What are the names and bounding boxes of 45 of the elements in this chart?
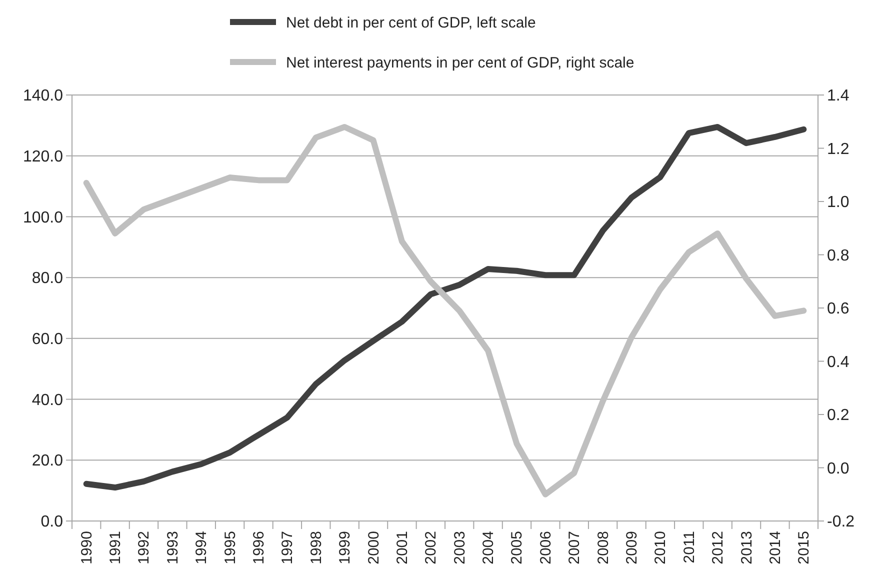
x-tick-label: 1993 xyxy=(164,531,182,564)
x-tick-label: 2012 xyxy=(710,531,727,564)
x-tick-label: 1998 xyxy=(308,531,325,564)
x-tick-label: 2008 xyxy=(594,531,612,564)
x-tick-label: 2010 xyxy=(652,531,670,564)
x-tick-label: 2007 xyxy=(566,531,584,564)
y-tick-label: 120.0 xyxy=(22,148,64,166)
x-tick-label: 2011 xyxy=(680,531,698,564)
y-tick-label: 40.0 xyxy=(32,392,64,409)
y2-tick-label: 0.2 xyxy=(827,407,850,424)
y2-tick-label: 1.0 xyxy=(827,194,850,212)
x-tick-label: 1997 xyxy=(279,531,296,564)
y-tick-label: 0.0 xyxy=(40,514,64,531)
x-tick-label: 1995 xyxy=(222,531,239,564)
legend-label: Net interest payments in per cent of GDP, right scale xyxy=(286,54,634,72)
x-tick-label: 2004 xyxy=(480,531,498,564)
y2-tick-label: 0.6 xyxy=(827,300,850,318)
x-tick-label: 2015 xyxy=(796,531,813,564)
x-tick-label: 2000 xyxy=(365,531,382,564)
x-tick-label: 1994 xyxy=(193,531,210,564)
x-tick-label: 1996 xyxy=(250,531,268,564)
y2-tick-label: 0.8 xyxy=(827,247,850,264)
x-tick-label: 1990 xyxy=(78,531,96,564)
x-tick-label: 2014 xyxy=(766,531,784,564)
x-tick-label: 2006 xyxy=(537,531,554,564)
x-tick-label: 2013 xyxy=(738,531,756,564)
x-tick-label: 2003 xyxy=(451,531,468,564)
y2-tick-label: 1.4 xyxy=(827,88,850,105)
x-tick-label: 1992 xyxy=(136,531,153,564)
x-tick-label: 2005 xyxy=(508,531,526,564)
y-tick-label: 60.0 xyxy=(32,331,64,348)
y2-tick-label: 0.4 xyxy=(827,354,850,371)
legend-label: Net debt in per cent of GDP, left scale xyxy=(286,14,536,32)
y2-tick-label: 0.0 xyxy=(827,460,850,478)
x-tick-label: 2009 xyxy=(624,531,640,564)
x-tick-label: 1999 xyxy=(336,531,354,564)
y2-tick-label: 1.2 xyxy=(827,140,850,158)
y-tick-label: 100.0 xyxy=(22,209,64,226)
y2-tick-label: -0.2 xyxy=(827,514,855,531)
y-tick-label: 140.0 xyxy=(22,88,64,105)
x-tick-label: 1991 xyxy=(107,531,124,564)
y-tick-label: 80.0 xyxy=(32,270,64,288)
x-tick-label: 2002 xyxy=(422,531,440,564)
x-tick-label: 2001 xyxy=(394,531,411,564)
y-tick-label: 20.0 xyxy=(32,452,64,470)
